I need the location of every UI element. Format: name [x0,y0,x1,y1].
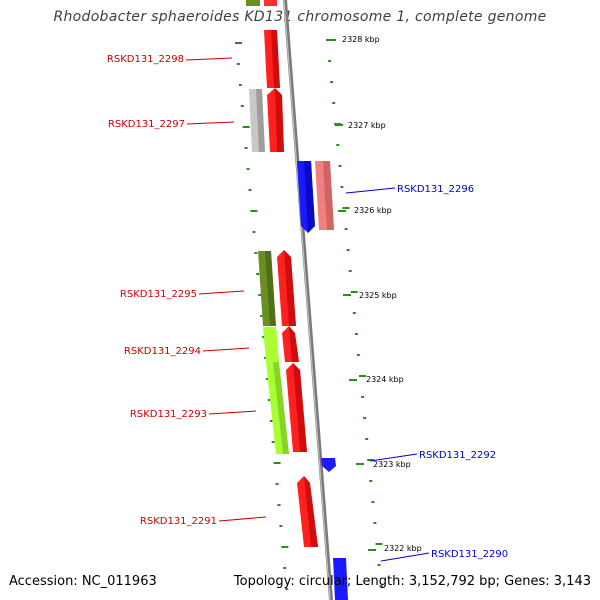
kbp-label-2322: 2322 kbp [384,544,422,553]
gene-rskd131-2294-lime[interactable] [263,327,279,362]
chromosome-axis [283,0,333,600]
gene-rskd131-2292[interactable] [321,458,336,472]
gene-label-rskd131-2296[interactable]: RSKD131_2296 [397,184,474,195]
kbp-label-2323: 2323 kbp [373,460,411,469]
gene-partial-top-red[interactable] [264,0,277,6]
gene-label-rskd131-2293[interactable]: RSKD131_2293 [130,409,207,420]
kbp-label-2326: 2326 kbp [354,206,392,215]
scale-ticks: 2328 kbp 2327 kbp 2326 kbp 2325 kbp 2324… [328,35,422,553]
gene-label-rskd131-2294[interactable]: RSKD131_2294 [124,346,201,357]
gene-label-rskd131-2291[interactable]: RSKD131_2291 [140,516,217,527]
kbp-label-2325: 2325 kbp [359,291,397,300]
gene-label-rskd131-2290[interactable]: RSKD131_2290 [431,549,508,560]
gene-rskd131-2290[interactable] [333,558,348,600]
gene-label-rskd131-2297[interactable]: RSKD131_2297 [108,119,185,130]
track-dots [235,39,383,590]
gene-partial-top-olive[interactable] [246,0,260,6]
kbp-label-2327: 2327 kbp [348,121,386,130]
gene-labels: RSKD131_2298 RSKD131_2297 RSKD131_2296 R… [107,54,508,562]
gene-label-rskd131-2292[interactable]: RSKD131_2292 [419,450,496,461]
map-title: Rhodobacter sphaeroides KD131 chromosome… [53,9,547,25]
gene-label-rskd131-2298[interactable]: RSKD131_2298 [107,54,184,65]
gene-label-rskd131-2295[interactable]: RSKD131_2295 [120,289,197,300]
topology-text: Topology: circular; Length: 3,152,792 bp… [233,574,591,589]
gene-features [246,0,348,600]
accession-text: Accession: NC_011963 [9,574,157,589]
kbp-label-2328: 2328 kbp [342,35,380,44]
kbp-label-2324: 2324 kbp [366,375,404,384]
